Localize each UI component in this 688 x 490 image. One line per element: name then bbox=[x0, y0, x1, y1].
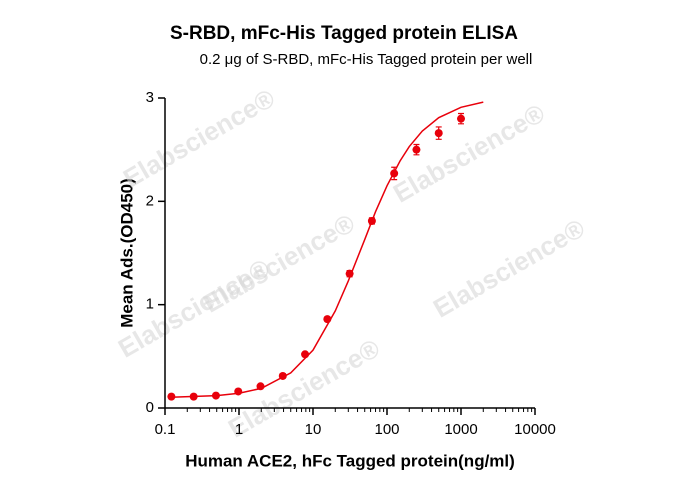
watermark: Elabscience® bbox=[113, 253, 275, 364]
data-point bbox=[167, 392, 176, 401]
x-tick-label: 1000 bbox=[444, 421, 477, 438]
data-point bbox=[234, 387, 243, 396]
x-axis-label: Human ACE2, hFc Tagged protein(ng/ml) bbox=[185, 451, 515, 470]
watermark: Elabscience® bbox=[118, 83, 280, 194]
y-axis-label: Mean Ads.(OD450) bbox=[117, 178, 136, 328]
data-point bbox=[457, 114, 465, 123]
y-tick-label: 3 bbox=[146, 89, 154, 106]
x-tick-label: 10 bbox=[305, 421, 322, 438]
chart-title: S-RBD, mFc-His Tagged protein ELISA bbox=[170, 23, 518, 44]
x-tick-label: 10000 bbox=[514, 421, 556, 438]
x-tick-label: 100 bbox=[374, 421, 399, 438]
data-point bbox=[211, 391, 220, 400]
data-point bbox=[256, 382, 265, 391]
data-point bbox=[434, 129, 443, 138]
watermark: Elabscience® bbox=[428, 213, 590, 324]
y-tick-label: 2 bbox=[146, 192, 154, 209]
data-point bbox=[189, 392, 198, 401]
y-tick-label: 0 bbox=[146, 399, 154, 416]
data-point bbox=[367, 216, 376, 225]
data-point bbox=[301, 350, 310, 359]
data-point bbox=[323, 315, 332, 324]
fit-curve bbox=[170, 101, 484, 399]
data-point bbox=[278, 371, 287, 380]
x-tick-label: 1 bbox=[235, 421, 243, 438]
watermark: Elabscience® bbox=[388, 98, 550, 209]
y-tick-label: 1 bbox=[146, 296, 154, 313]
data-point bbox=[345, 269, 354, 278]
data-point bbox=[412, 145, 421, 154]
x-tick-label: 0.1 bbox=[155, 421, 176, 438]
chart-subtitle: 0.2 μg of S-RBD, mFc-His Tagged protein … bbox=[200, 51, 533, 68]
data-point bbox=[390, 169, 399, 178]
